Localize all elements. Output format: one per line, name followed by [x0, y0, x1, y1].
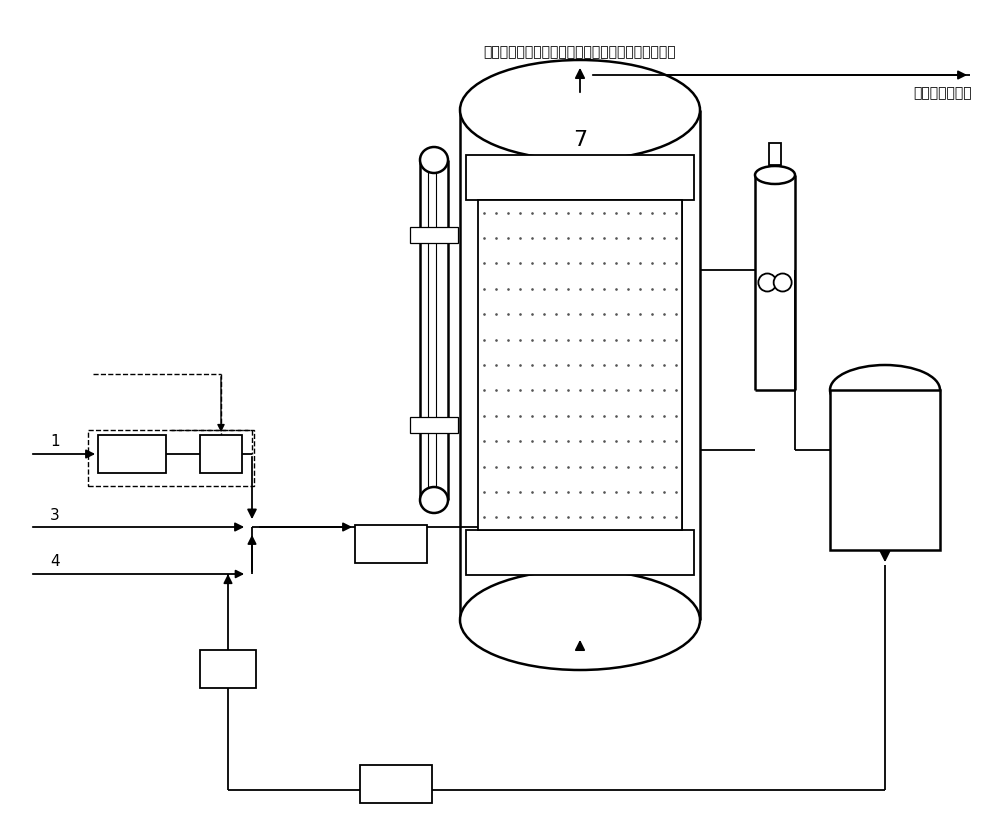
Bar: [98, 435, 166, 473]
Text: 5: 5: [392, 777, 400, 791]
Bar: [466, 530, 694, 575]
Ellipse shape: [420, 487, 448, 513]
Bar: [200, 435, 242, 473]
Text: 2: 2: [217, 447, 225, 461]
Bar: [830, 390, 940, 550]
Text: 10: 10: [123, 447, 141, 461]
Bar: [769, 143, 781, 165]
Bar: [88, 430, 254, 486]
Bar: [830, 365, 940, 391]
Circle shape: [758, 274, 776, 291]
Bar: [460, 110, 700, 620]
Text: 6: 6: [878, 470, 892, 490]
Ellipse shape: [755, 166, 795, 184]
Bar: [478, 200, 682, 530]
Text: 7: 7: [573, 130, 587, 150]
Ellipse shape: [460, 570, 700, 670]
Text: 9: 9: [387, 537, 395, 551]
Ellipse shape: [460, 60, 700, 160]
Bar: [466, 155, 694, 200]
Text: 去溶剑吸收装置: 去溶剑吸收装置: [913, 86, 972, 100]
Bar: [410, 227, 458, 243]
Text: 1: 1: [50, 434, 60, 449]
Bar: [200, 650, 256, 688]
Circle shape: [774, 274, 792, 291]
Bar: [410, 418, 458, 433]
Bar: [355, 525, 427, 563]
Text: 4: 4: [50, 554, 60, 569]
Text: 反应气含顺酉、醋酸、丙烯酸、一氧化碳、二氧化碳: 反应气含顺酉、醋酸、丙烯酸、一氧化碳、二氧化碳: [484, 45, 676, 59]
Text: 3: 3: [50, 508, 60, 523]
Bar: [360, 765, 432, 803]
Ellipse shape: [830, 365, 940, 415]
Bar: [755, 175, 795, 390]
Ellipse shape: [420, 147, 448, 173]
Text: 8: 8: [224, 662, 232, 676]
Bar: [420, 160, 448, 500]
